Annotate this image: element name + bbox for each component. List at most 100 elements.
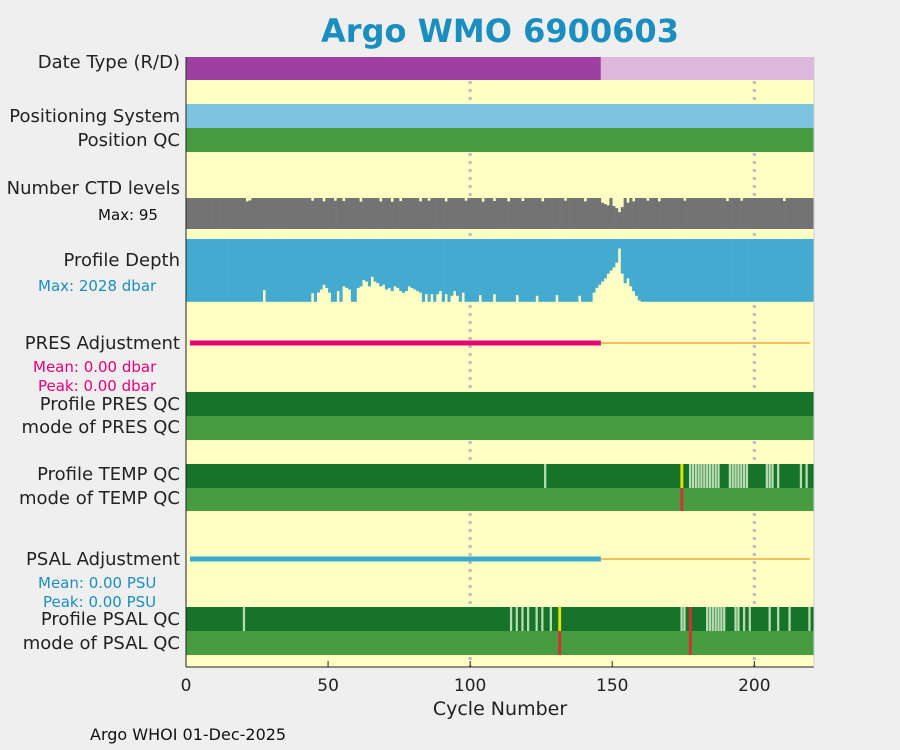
- ctd-levels-bar: [796, 198, 801, 229]
- profile-depth-bar: [742, 239, 747, 302]
- ctd-levels-bar: [603, 204, 607, 229]
- temp-qc-flag-light: [799, 464, 803, 488]
- ctd-levels-bar: [586, 198, 590, 229]
- profile-depth-bar: [808, 239, 812, 302]
- profile-depth-bar: [407, 239, 411, 287]
- ctd-levels-bar: [677, 198, 681, 229]
- profile-depth-bar: [234, 239, 238, 302]
- ctd-levels-bar: [569, 198, 573, 229]
- ctd-levels-bar: [779, 198, 784, 229]
- profile-depth-bar: [384, 239, 389, 290]
- ctd-levels-bar: [367, 198, 372, 229]
- ctd-levels-bar: [487, 198, 491, 229]
- ctd-levels-bar: [274, 198, 278, 229]
- profile-depth-bar: [569, 239, 573, 302]
- profile-depth-bar: [688, 239, 693, 302]
- mode-temp-qc-band: [186, 488, 814, 511]
- ctd-levels-bar: [788, 198, 792, 229]
- ctd-levels-bar: [634, 198, 639, 229]
- ctd-levels-bar: [714, 198, 718, 229]
- ctd-levels-bar: [526, 198, 531, 229]
- profile-depth-bar: [188, 239, 192, 302]
- profile-depth-bar: [774, 239, 778, 302]
- ctd-levels-bar: [322, 201, 326, 229]
- profile-depth-bar: [444, 239, 448, 295]
- ctd-levels-bar: [291, 198, 295, 229]
- profile-depth-bar: [634, 239, 639, 296]
- profile-depth-bar: [777, 239, 781, 302]
- profile-depth-bar: [430, 239, 434, 295]
- profile-depth-bar: [717, 239, 721, 302]
- x-tick-label: 150: [596, 676, 629, 696]
- ctd-levels-bar: [751, 198, 755, 229]
- profile-depth-bar: [799, 239, 803, 302]
- profile-depth-bar: [623, 239, 627, 284]
- ctd-levels-bar: [666, 198, 670, 229]
- profile-depth-bar: [552, 239, 556, 302]
- profile-depth-bar: [549, 239, 553, 302]
- profile-depth-bar: [563, 239, 568, 302]
- profile-depth-bar: [339, 239, 343, 302]
- profile-depth-bar: [580, 239, 585, 302]
- ctd-levels-bar: [512, 198, 516, 229]
- label-position-qc: Position QC: [77, 130, 180, 151]
- psal-qc-flag-light: [788, 607, 791, 631]
- profile-depth-bar: [495, 239, 499, 302]
- gridlines: [468, 57, 756, 667]
- profile-depth-bar: [262, 239, 266, 291]
- profile-depth-bar: [782, 239, 786, 302]
- ctd-levels-bar: [578, 198, 582, 229]
- profile-depth-bar: [700, 239, 704, 302]
- ctd-levels-bar: [234, 198, 238, 229]
- mode-psal-qc-band: [186, 631, 814, 655]
- temp-qc-flag-light: [711, 464, 714, 488]
- ctd-levels-bar: [194, 198, 198, 229]
- profile-depth-bar: [629, 239, 633, 287]
- profile-depth-bar: [336, 239, 340, 292]
- ctd-levels-bar: [652, 198, 656, 229]
- ctd-levels-bar: [632, 201, 636, 229]
- temp-qc-flag-light: [740, 464, 743, 488]
- ctd-levels-bar: [754, 198, 758, 229]
- profile-depth-bar: [328, 239, 332, 293]
- ctd-levels-bar: [433, 198, 437, 229]
- ctd-levels-bar: [580, 198, 585, 229]
- psal-qc-flag-light: [706, 607, 709, 631]
- mode-psal-qc-flag-red: [558, 631, 562, 655]
- ctd-levels-bar: [293, 198, 298, 229]
- ctd-levels-bar: [265, 198, 269, 229]
- ctd-levels-bar: [646, 200, 650, 229]
- ctd-levels-bar: [708, 198, 713, 229]
- profile-depth-bar: [455, 239, 460, 296]
- profile-depth-bar: [643, 239, 647, 302]
- ctd-levels-bar: [663, 198, 667, 229]
- profile-depth-bar: [271, 239, 275, 302]
- ctd-levels-bar: [595, 198, 599, 229]
- profile-depth-bar: [737, 239, 741, 302]
- ctd-levels-bar: [811, 198, 815, 229]
- profile-depth-bar: [251, 239, 255, 302]
- ctd-levels-bar: [572, 198, 576, 229]
- profile-depth-bar: [791, 239, 795, 302]
- profile-depth-bar: [598, 239, 602, 285]
- ctd-levels-bar: [473, 198, 477, 229]
- ctd-levels-bar: [612, 206, 616, 229]
- profile-depth-bar: [544, 239, 548, 302]
- temp-qc-flag-light: [734, 464, 737, 488]
- profile-depth-bar: [257, 239, 261, 302]
- ctd-levels-bar: [504, 198, 508, 229]
- ctd-levels-bar: [478, 198, 482, 229]
- profile-depth-bar: [291, 239, 295, 302]
- ctd-levels-bar: [276, 198, 281, 229]
- ctd-levels-bar: [742, 198, 747, 229]
- profile-depth-bar: [330, 239, 335, 302]
- ctd-levels-bar: [549, 198, 553, 229]
- profile-depth-bar: [367, 239, 372, 287]
- ctd-levels-bar: [404, 198, 408, 229]
- profile-depth-bar: [191, 239, 195, 302]
- profile-depth-bar: [492, 239, 497, 295]
- temp-qc-flag-light: [771, 464, 774, 488]
- ctd-levels-bar: [188, 198, 192, 229]
- ctd-levels-bar: [481, 201, 485, 229]
- ctd-levels-bar: [345, 198, 349, 229]
